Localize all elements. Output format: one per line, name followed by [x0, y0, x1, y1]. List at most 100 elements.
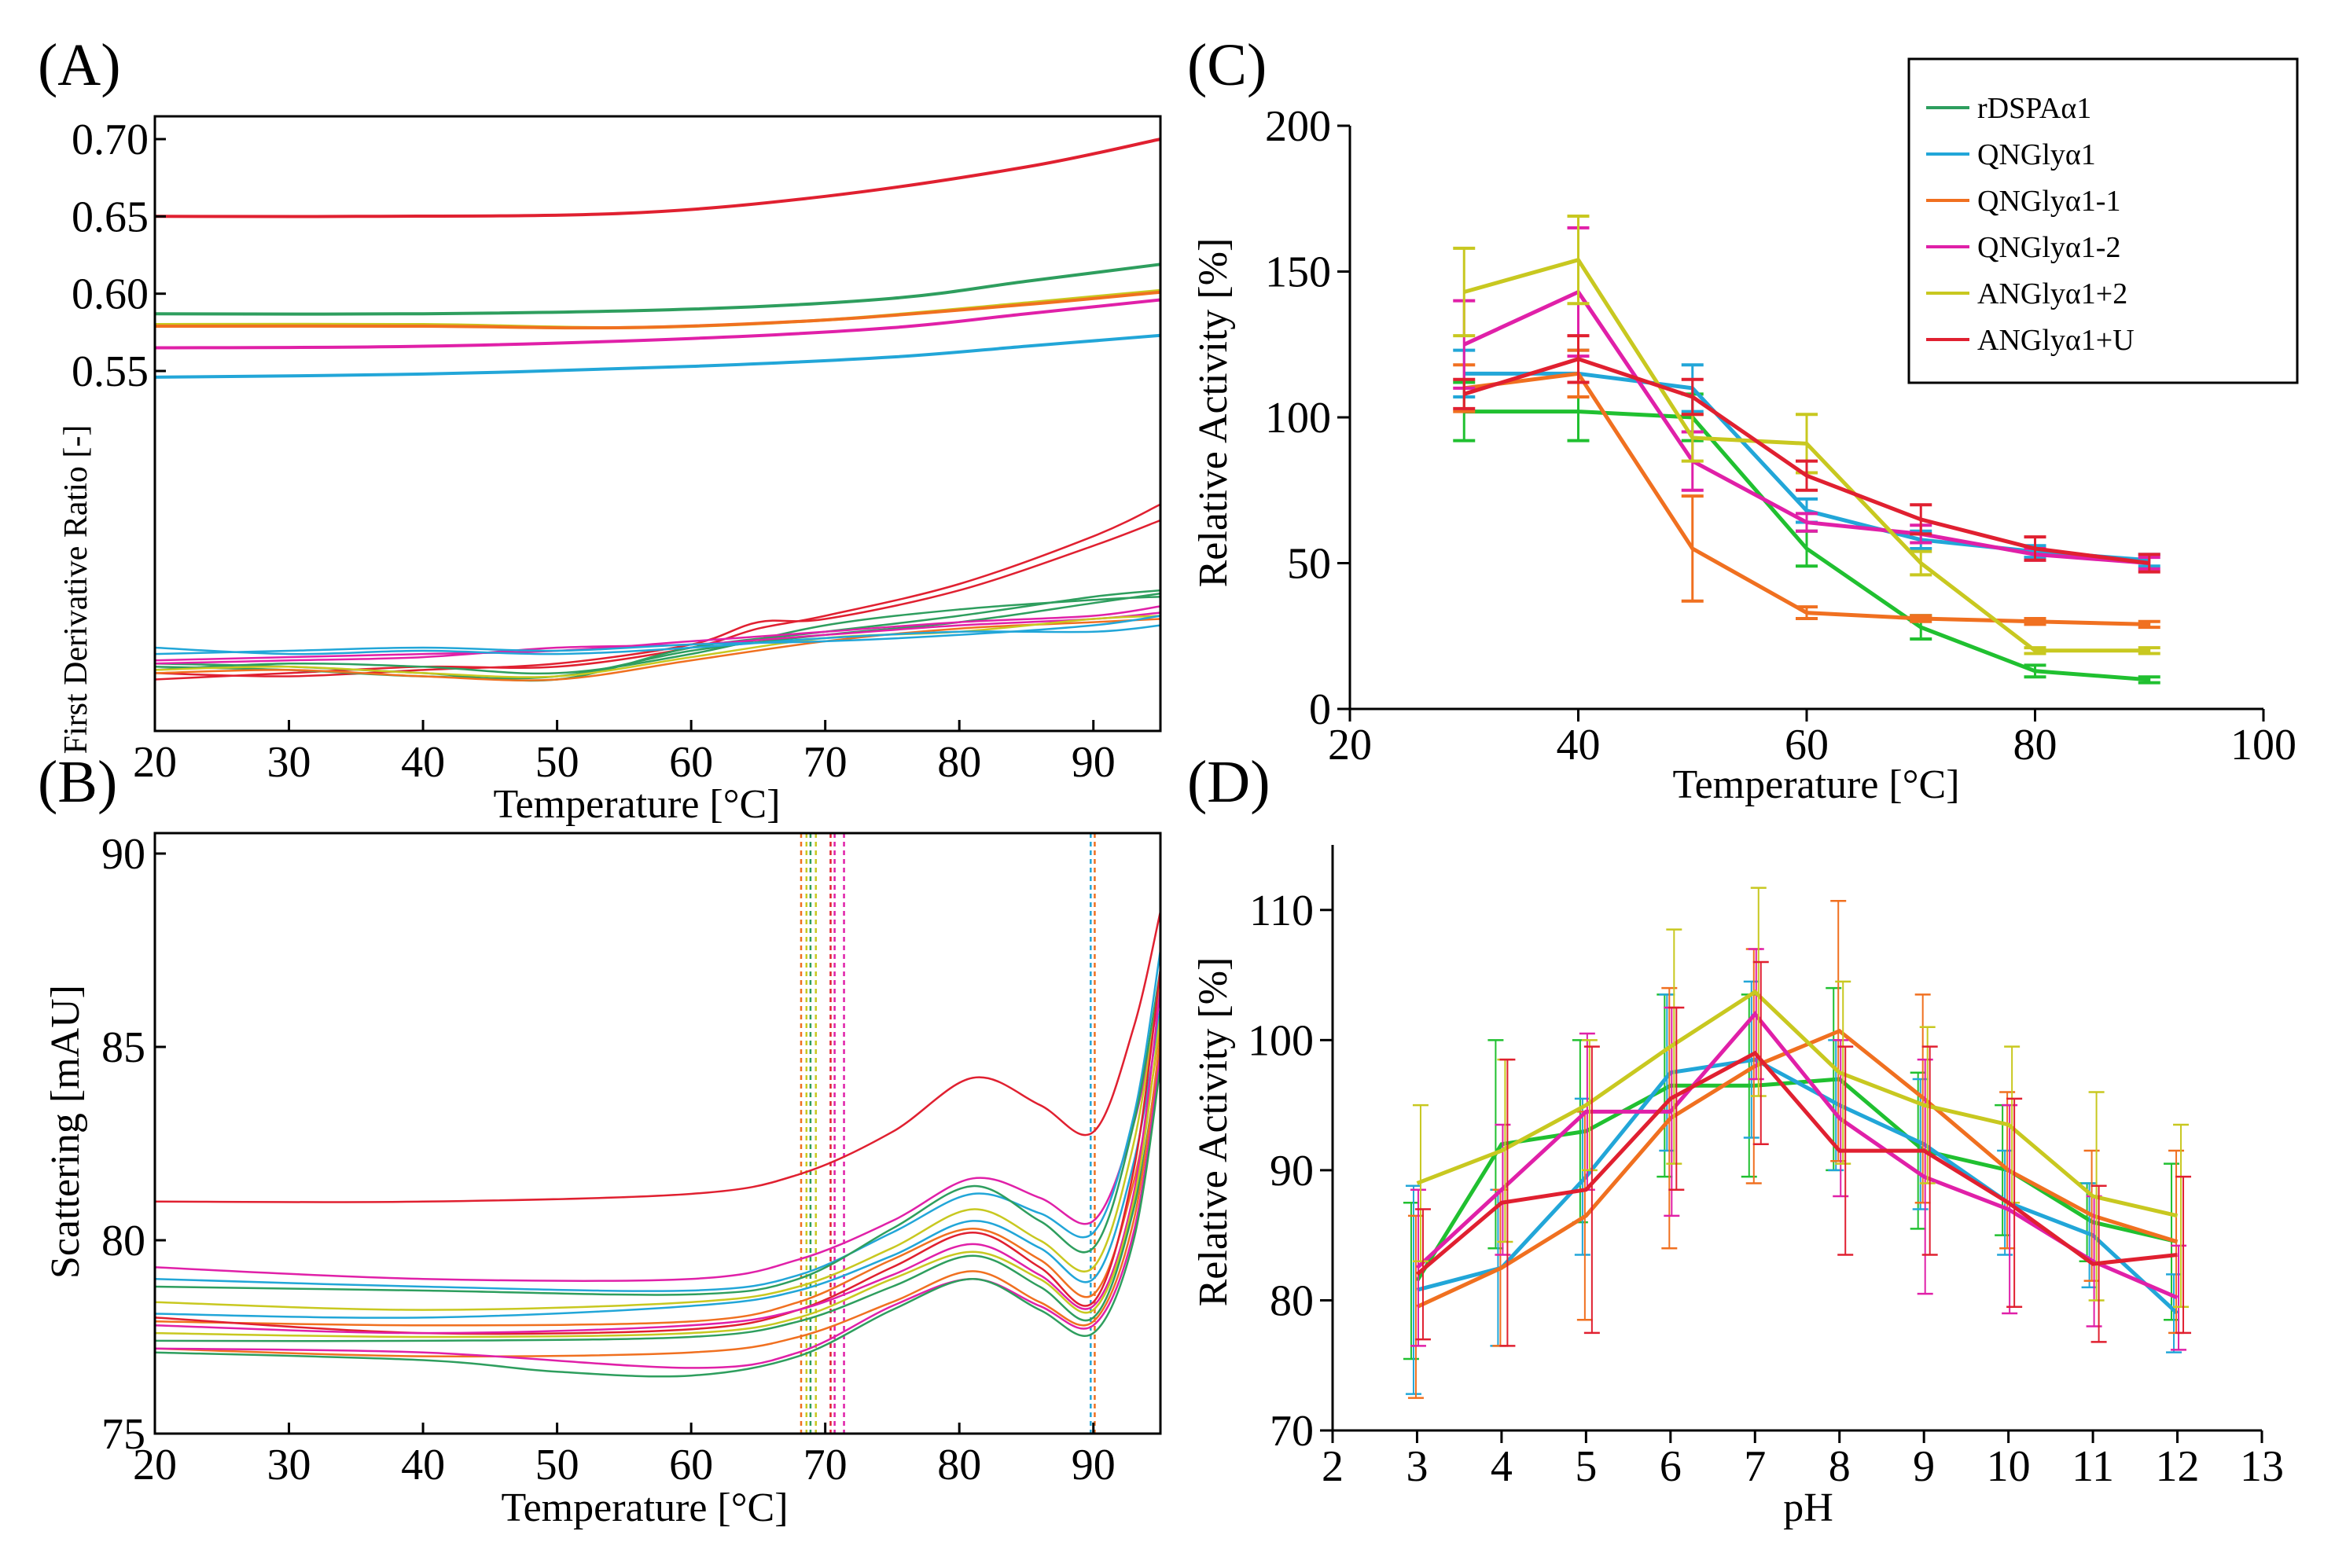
y-tick-label: 0.55 — [72, 347, 149, 396]
y-tick-label: 150 — [1265, 248, 1331, 297]
scattering-line-0 — [154, 911, 1162, 1203]
x-tick-label: 11 — [2072, 1442, 2114, 1491]
derivative-line-3 — [154, 595, 1161, 675]
legend-label: ANGlyα1+U — [1977, 324, 2135, 357]
scattering-line-11 — [154, 1039, 1162, 1358]
series-line — [1463, 357, 2150, 565]
y-tick-label: 110 — [1249, 887, 1314, 935]
legend-items: rDSPAα1 QNGlyα1 QNGlyα1-1 QNGlyα1-2 ANGlyα1+… — [1926, 92, 2135, 357]
series-line — [1464, 409, 2149, 682]
legend-label: rDSPAα1 — [1977, 92, 2091, 125]
panel-b-plot — [154, 833, 1162, 1434]
legend: rDSPAα1 QNGlyα1 QNGlyα1-1 QNGlyα1-2 ANGlyα1+… — [1907, 57, 2299, 384]
scattering-line-8 — [154, 989, 1162, 1335]
series-line — [1416, 1057, 2179, 1315]
panel-d: (D) 2 3 4 5 6 7 8 9 10 11 12 13 70 80 90 100 110 pH Rela… — [1187, 749, 2284, 1530]
ratio-line-1 — [154, 263, 1161, 316]
panel-c-ylabel: Relative Activity [%] — [1191, 238, 1236, 588]
panel-d-ylabel: Relative Activity [%] — [1191, 957, 1236, 1307]
scattering-line-1 — [154, 988, 1162, 1282]
x-tick-label: 70 — [803, 738, 848, 787]
x-tick-label: 90 — [1072, 738, 1116, 787]
panel-b: (B) 20 30 40 50 60 70 80 90 75 80 85 90 Temperature… — [38, 749, 1162, 1530]
panel-b-ticks: 20 30 40 50 60 70 80 90 75 80 85 90 — [101, 830, 1116, 1489]
series-5 — [1414, 960, 2192, 1347]
scattering-line-2 — [154, 949, 1162, 1292]
legend-label: ANGlyα1+2 — [1977, 277, 2127, 310]
x-tick-label: 50 — [535, 738, 579, 787]
panel-d-plot — [1403, 887, 2192, 1399]
scattering-line-12 — [154, 1054, 1162, 1369]
x-tick-label: 20 — [1328, 721, 1372, 769]
series-line — [1416, 989, 2179, 1218]
x-tick-label: 4 — [1491, 1442, 1513, 1491]
x-tick-label: 40 — [401, 738, 445, 787]
x-tick-label: 7 — [1744, 1442, 1766, 1491]
panel-a-ticks: 20 30 40 50 60 70 80 90 0.55 0.60 0.65 0.70 — [72, 116, 1116, 787]
x-tick-label: 70 — [803, 1441, 848, 1489]
derivative-line-9 — [154, 615, 1161, 655]
panel-c: (C) 20 40 60 80 100 0 50 100 150 200 Temperature … — [1187, 32, 2299, 807]
panel-b-label: (B) — [38, 749, 117, 815]
x-tick-label: 80 — [937, 738, 981, 787]
legend-label: QNGlyα1-1 — [1977, 185, 2120, 218]
panel-b-frame — [153, 832, 1162, 1435]
y-tick-label: 80 — [101, 1217, 145, 1265]
ratio-line-3 — [154, 290, 1161, 330]
panel-d-ticks: 2 3 4 5 6 7 8 9 10 11 12 13 70 80 90 100 110 — [1248, 845, 2284, 1491]
y-tick-label: 80 — [1270, 1276, 1314, 1325]
panel-c-ticks: 20 40 60 80 100 0 50 100 150 200 — [1265, 102, 2296, 769]
y-tick-label: 75 — [101, 1410, 145, 1459]
x-tick-label: 40 — [1557, 721, 1601, 769]
x-tick-label: 5 — [1575, 1442, 1597, 1491]
x-tick-label: 20 — [133, 738, 177, 787]
x-tick-label: 90 — [1072, 1441, 1116, 1489]
ratio-line-4 — [154, 298, 1161, 350]
y-tick-label: 85 — [101, 1023, 145, 1072]
derivative-line-8 — [154, 615, 1161, 678]
panel-a-ylabel: First Derivative Ratio [-] — [58, 425, 94, 755]
derivative-line-5 — [154, 605, 1161, 662]
scattering-line-13 — [154, 1066, 1162, 1378]
y-tick-label: 100 — [1248, 1016, 1314, 1065]
panel-b-ylabel: Scattering [mAU] — [43, 985, 88, 1279]
panel-c-plot — [1453, 215, 2160, 685]
y-tick-label: 50 — [1287, 540, 1331, 589]
series-2 — [1407, 899, 2185, 1399]
y-tick-label: 0.70 — [72, 116, 149, 164]
x-tick-label: 8 — [1829, 1442, 1851, 1491]
x-tick-label: 2 — [1322, 1442, 1344, 1491]
series-line — [1415, 1011, 2179, 1300]
panel-d-label: (D) — [1187, 749, 1270, 815]
x-tick-label: 80 — [937, 1441, 981, 1489]
panel-a-xlabel: Temperature [°C] — [493, 782, 780, 827]
panel-a-label: (A) — [38, 32, 121, 98]
y-tick-label: 200 — [1265, 102, 1331, 151]
legend-box — [1907, 57, 2299, 384]
y-tick-label: 0.60 — [72, 270, 149, 319]
x-tick-label: 3 — [1406, 1442, 1428, 1491]
panel-a: (A) 20 30 40 50 60 70 80 90 0.55 0.60 0.65 0.70 Tem… — [38, 32, 1162, 827]
derivative-line-1 — [154, 519, 1161, 678]
x-tick-label: 50 — [535, 1441, 579, 1489]
series-line — [1415, 1050, 2178, 1276]
series-5 — [1453, 334, 2160, 574]
panel-b-xlabel: Temperature [°C] — [501, 1485, 788, 1530]
series-line — [1463, 257, 2149, 653]
scattering-line-4 — [154, 977, 1162, 1311]
legend-label: QNGlyα1-2 — [1977, 231, 2120, 264]
panel-a-plot — [154, 138, 1161, 682]
y-tick-label: 90 — [101, 830, 145, 879]
x-tick-label: 60 — [669, 738, 713, 787]
x-tick-label: 80 — [2013, 721, 2057, 769]
x-tick-label: 30 — [267, 738, 311, 787]
series-1 — [1405, 980, 2182, 1395]
x-tick-label: 40 — [401, 1441, 445, 1489]
ratio-line-5 — [154, 333, 1161, 379]
series-3 — [1410, 948, 2187, 1351]
series-4 — [1453, 215, 2160, 655]
y-tick-label: 100 — [1265, 394, 1331, 442]
derivative-line-10 — [154, 624, 1161, 655]
x-tick-label: 10 — [1987, 1442, 2031, 1491]
